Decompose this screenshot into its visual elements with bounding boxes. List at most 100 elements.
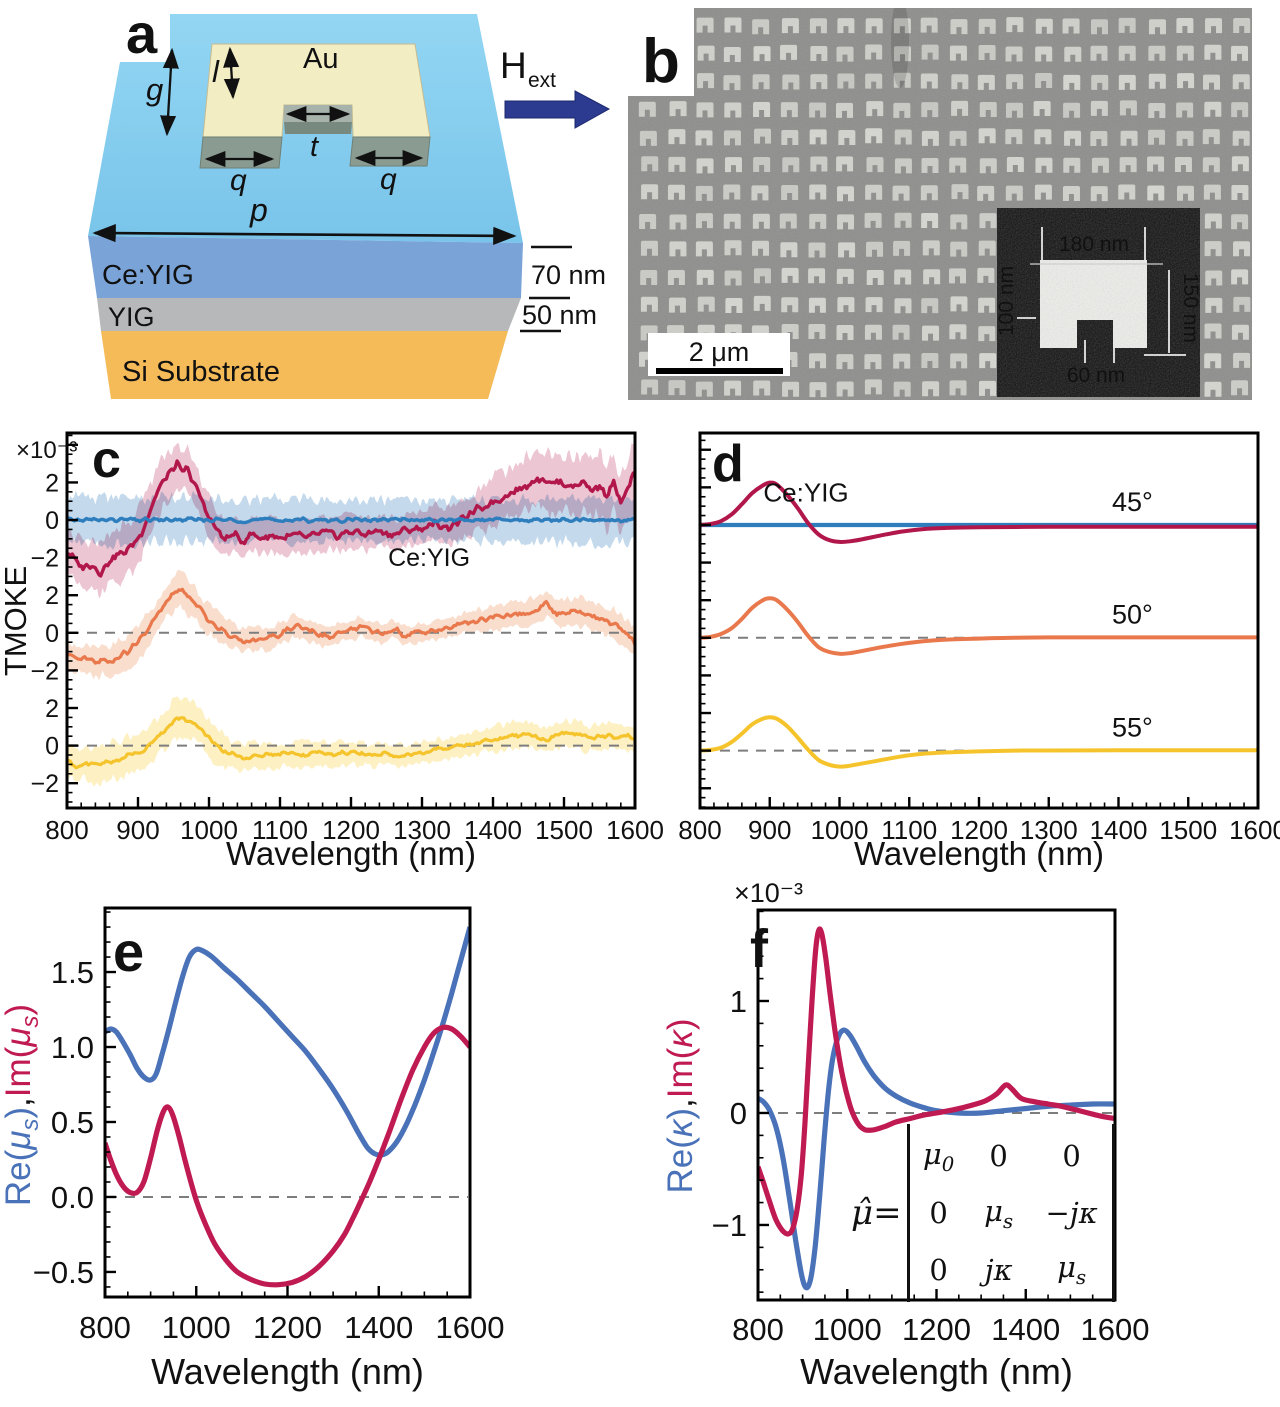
- svg-text:1400: 1400: [464, 815, 522, 845]
- dim-t-label: t: [310, 131, 320, 163]
- panel-f-gyrotropy-chart: 800 1000 1200 1400 1600 1 0 −1 Wavelength (nm) f ×…: [661, 878, 1150, 1392]
- dim-l-arrow: [223, 46, 240, 100]
- plot-area: [759, 926, 1114, 1291]
- svg-text:1100: 1100: [252, 815, 308, 845]
- ytick-label: 2: [45, 695, 59, 723]
- thick-50nm-label: 50 nm: [522, 300, 597, 330]
- matrix-grid: μ0 0 0 0 μs −jκ 0 jκ μs: [910, 1124, 1112, 1302]
- permeability-tensor-matrix: μ̂= μ0 0 0 0 μs −jκ 0 jκ μs: [851, 1124, 1115, 1302]
- matrix-right-bracket: [1111, 1124, 1115, 1302]
- panel-letter: c: [92, 431, 121, 489]
- dim-p-arrow: [92, 224, 517, 245]
- inset-label-180nm: 180 nm: [1059, 233, 1129, 256]
- svg-text:1000: 1000: [811, 815, 869, 845]
- annotation-ce-yig: Ce:YIG: [388, 544, 470, 572]
- series-patterned-45deg: [68, 459, 634, 578]
- matrix-cell: μ0: [922, 1136, 955, 1176]
- scale-bar-label: 2 μm: [689, 337, 750, 367]
- svg-text:1600: 1600: [606, 815, 664, 845]
- axis-offset-label: ×10⁻³: [16, 437, 77, 464]
- panel-e-permeability-chart: 800 1000 1200 1400 16001.51.00.50.0−0.5Wavel…: [0, 906, 505, 1392]
- matrix-cell: jκ: [984, 1252, 1013, 1287]
- sem-inset: 180 nm 100 nm 150 nm 60 nm: [995, 208, 1202, 397]
- dim-g-label: g: [146, 72, 163, 107]
- dim-l-label: l: [212, 54, 220, 89]
- ytick-label: −1: [712, 1208, 747, 1243]
- svg-text:900: 900: [748, 815, 791, 845]
- ceyig-layer-face: [88, 236, 523, 298]
- gold-bridge-front: [284, 122, 352, 134]
- matrix-cell: 0: [929, 1252, 948, 1287]
- svg-text:1300: 1300: [393, 815, 451, 845]
- svg-text:1100: 1100: [881, 815, 937, 845]
- chart-labels: Wavelength (nm) f ×10⁻³ Re(κ),Im(κ): [661, 878, 1073, 1392]
- svg-text:800: 800: [678, 815, 721, 845]
- axes: 800 900 1000 1100 1200 1300 1400 1500 1600 2 0 −2 2 0…: [30, 431, 664, 845]
- svg-text:800: 800: [79, 1310, 131, 1345]
- panel-letter: d: [712, 435, 744, 493]
- panel-a-schematic: a g l Au t q q p H ext Ce:YIG YIG Si Sub…: [88, 2, 611, 399]
- si-substrate-face: [101, 331, 508, 399]
- svg-text:1600: 1600: [1229, 815, 1280, 845]
- panel-b-sem-image: 180 nm 100 nm 150 nm 60 nm 2 μm b: [628, 8, 1252, 400]
- ytick-label: 0.0: [51, 1180, 94, 1215]
- matrix-cell: 0: [929, 1195, 948, 1230]
- axes: 800 900 1000 1100 1200 1300 1400 1500 1600: [678, 431, 1280, 845]
- series-im-mu-s-: [106, 1024, 469, 1288]
- panel-b-letter: b: [642, 27, 680, 96]
- svg-text:1600: 1600: [1081, 1312, 1150, 1347]
- yig-layer-face: [97, 298, 521, 331]
- ytick-label: 2: [45, 469, 59, 497]
- dim-q1-label: q: [230, 164, 247, 197]
- thick-70nm-label: 70 nm: [531, 260, 606, 290]
- yig-label: YIG: [108, 302, 155, 332]
- si-label: Si Substrate: [122, 356, 280, 388]
- matrix-lhs: μ̂=: [851, 1193, 902, 1233]
- au-label: Au: [303, 43, 338, 75]
- axis-offset-label: ×10⁻³: [734, 878, 803, 908]
- series-patterned-50deg: [68, 587, 634, 665]
- series-ce-yig-film: [68, 516, 634, 525]
- ytick-label: −2: [30, 770, 59, 798]
- svg-text:900: 900: [116, 815, 159, 845]
- panel-c-tmoke-experiment-chart: 800 900 1000 1100 1200 1300 1400 1500 1600 2 0 −2 2 0…: [0, 431, 664, 872]
- plot-area: [701, 480, 1257, 769]
- axes: 800 1000 1200 1400 1600 1.5 1.0 0.5 0.0 −0.5: [33, 906, 505, 1345]
- ytick-label: −0.5: [33, 1255, 94, 1290]
- h-ext-label: H: [500, 45, 527, 86]
- plot-area: [68, 443, 634, 787]
- dim-p-label: p: [249, 192, 268, 228]
- svg-text:1200: 1200: [322, 815, 380, 845]
- ytick-label: 1.0: [51, 1030, 94, 1065]
- x-axis-label: Wavelength (nm): [800, 1351, 1073, 1392]
- svg-text:1500: 1500: [535, 815, 593, 845]
- ytick-label: 0: [730, 1096, 747, 1131]
- annotation-45-: 45°: [1112, 487, 1153, 517]
- series-sim-55deg: [701, 715, 1257, 769]
- panel-d-tmoke-simulation-chart: 800 900 1000 1100 1200 1300 1400 1500 1600 Wavele…: [678, 431, 1280, 872]
- svg-text:800: 800: [732, 1312, 784, 1347]
- matrix-cell: μs: [1057, 1250, 1087, 1290]
- dim-q2-label: q: [380, 163, 397, 196]
- matrix-cell: μs: [984, 1193, 1014, 1233]
- annotation-50-: 50°: [1112, 600, 1153, 630]
- ceyig-label: Ce:YIG: [102, 259, 194, 290]
- svg-text:1400: 1400: [344, 1310, 413, 1345]
- matrix-cell: 0: [989, 1139, 1008, 1174]
- h-ext-sub: ext: [528, 69, 556, 92]
- panel-letter: e: [113, 920, 144, 983]
- series-re-mu-s-: [106, 926, 469, 1158]
- series-sim-50deg: [701, 596, 1257, 656]
- ytick-label: 1: [730, 984, 747, 1019]
- matrix-cell: 0: [1062, 1139, 1081, 1174]
- svg-text:1600: 1600: [436, 1310, 505, 1345]
- ytick-label: 0: [45, 620, 59, 648]
- svg-text:1300: 1300: [1020, 815, 1078, 845]
- matrix-cell: −jκ: [1045, 1195, 1098, 1230]
- series-sim-45deg: [701, 480, 1257, 544]
- svg-text:1400: 1400: [991, 1312, 1060, 1347]
- annotation-ce-yig: Ce:YIG: [763, 477, 848, 507]
- matrix-left-bracket: [906, 1124, 910, 1302]
- svg-text:1500: 1500: [1159, 815, 1217, 845]
- ytick-label: 2: [45, 582, 59, 610]
